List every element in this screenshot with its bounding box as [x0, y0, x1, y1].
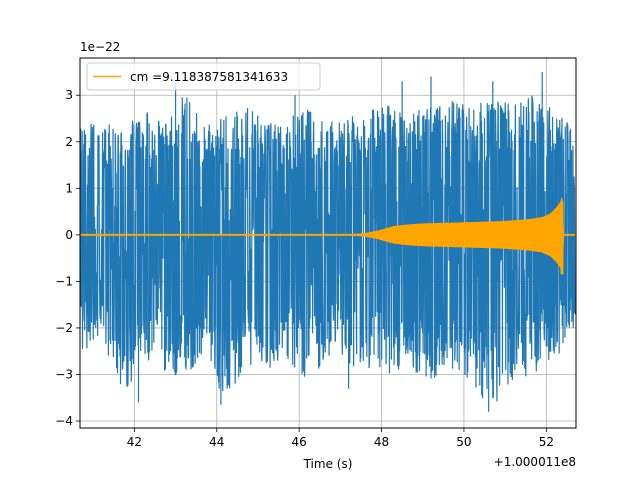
y-ticks: −4 −3 −2 −1 0 1 2 3	[55, 88, 80, 428]
x-tick-label: 44	[209, 435, 224, 449]
axes-frame	[79, 57, 577, 429]
y-tick-label: −2	[55, 321, 73, 335]
noise-series	[80, 71, 576, 412]
x-tick-label: 52	[539, 435, 554, 449]
x-tick-label: 50	[456, 435, 471, 449]
plot-area	[80, 71, 576, 412]
y-tick-label: 2	[65, 135, 73, 149]
y-tick-label: −3	[55, 367, 73, 381]
x-tick-label: 48	[374, 435, 389, 449]
signal-series	[80, 197, 576, 275]
y-tick-label: 0	[65, 228, 73, 242]
x-tick-label: 46	[292, 435, 307, 449]
x-offset-label: +1.000011e8	[494, 455, 576, 469]
x-ticks: 42 44 46 48 50 52	[127, 428, 554, 449]
y-tick-label: −1	[55, 274, 73, 288]
noise-line	[80, 71, 576, 412]
y-tick-label: −4	[55, 414, 73, 428]
x-tick-label: 42	[127, 435, 142, 449]
legend: cm =9.118387581341633	[86, 62, 321, 91]
y-tick-label: 3	[65, 88, 73, 102]
x-axis-label: Time (s)	[303, 457, 353, 471]
y-tick-label: 1	[65, 181, 73, 195]
legend-box	[86, 62, 321, 91]
y-scale-label: 1e−22	[80, 40, 120, 54]
legend-label: cm =9.118387581341633	[130, 70, 288, 84]
